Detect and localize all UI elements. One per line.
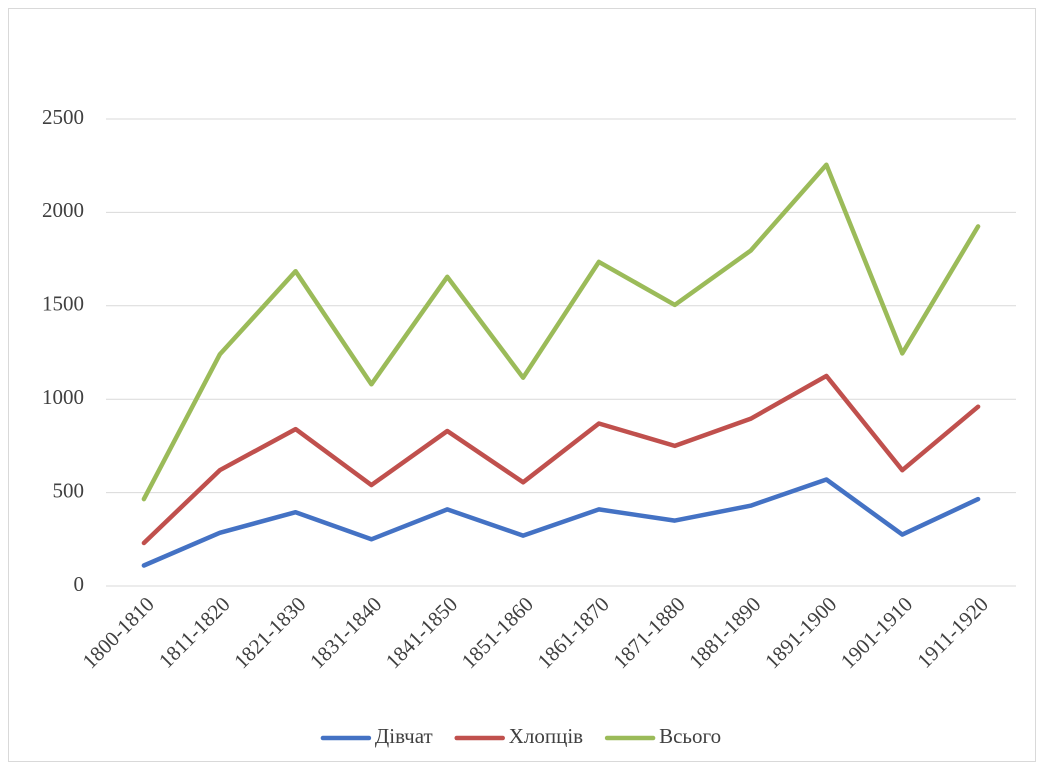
y-tick-label: 2000 (42, 198, 84, 222)
series-line (141, 162, 981, 502)
series-line (141, 477, 981, 568)
legend-label: Дівчат (375, 724, 433, 748)
series-line (141, 373, 981, 546)
chart-border (8, 8, 1036, 762)
legend-label: Всього (659, 724, 721, 748)
y-tick-label: 0 (74, 572, 85, 596)
legend-label: Хлопців (509, 724, 583, 748)
y-tick-label: 500 (53, 478, 85, 502)
y-tick-label: 1500 (42, 292, 84, 316)
y-tick-label: 1000 (42, 385, 84, 409)
y-tick-label: 2500 (42, 105, 84, 129)
